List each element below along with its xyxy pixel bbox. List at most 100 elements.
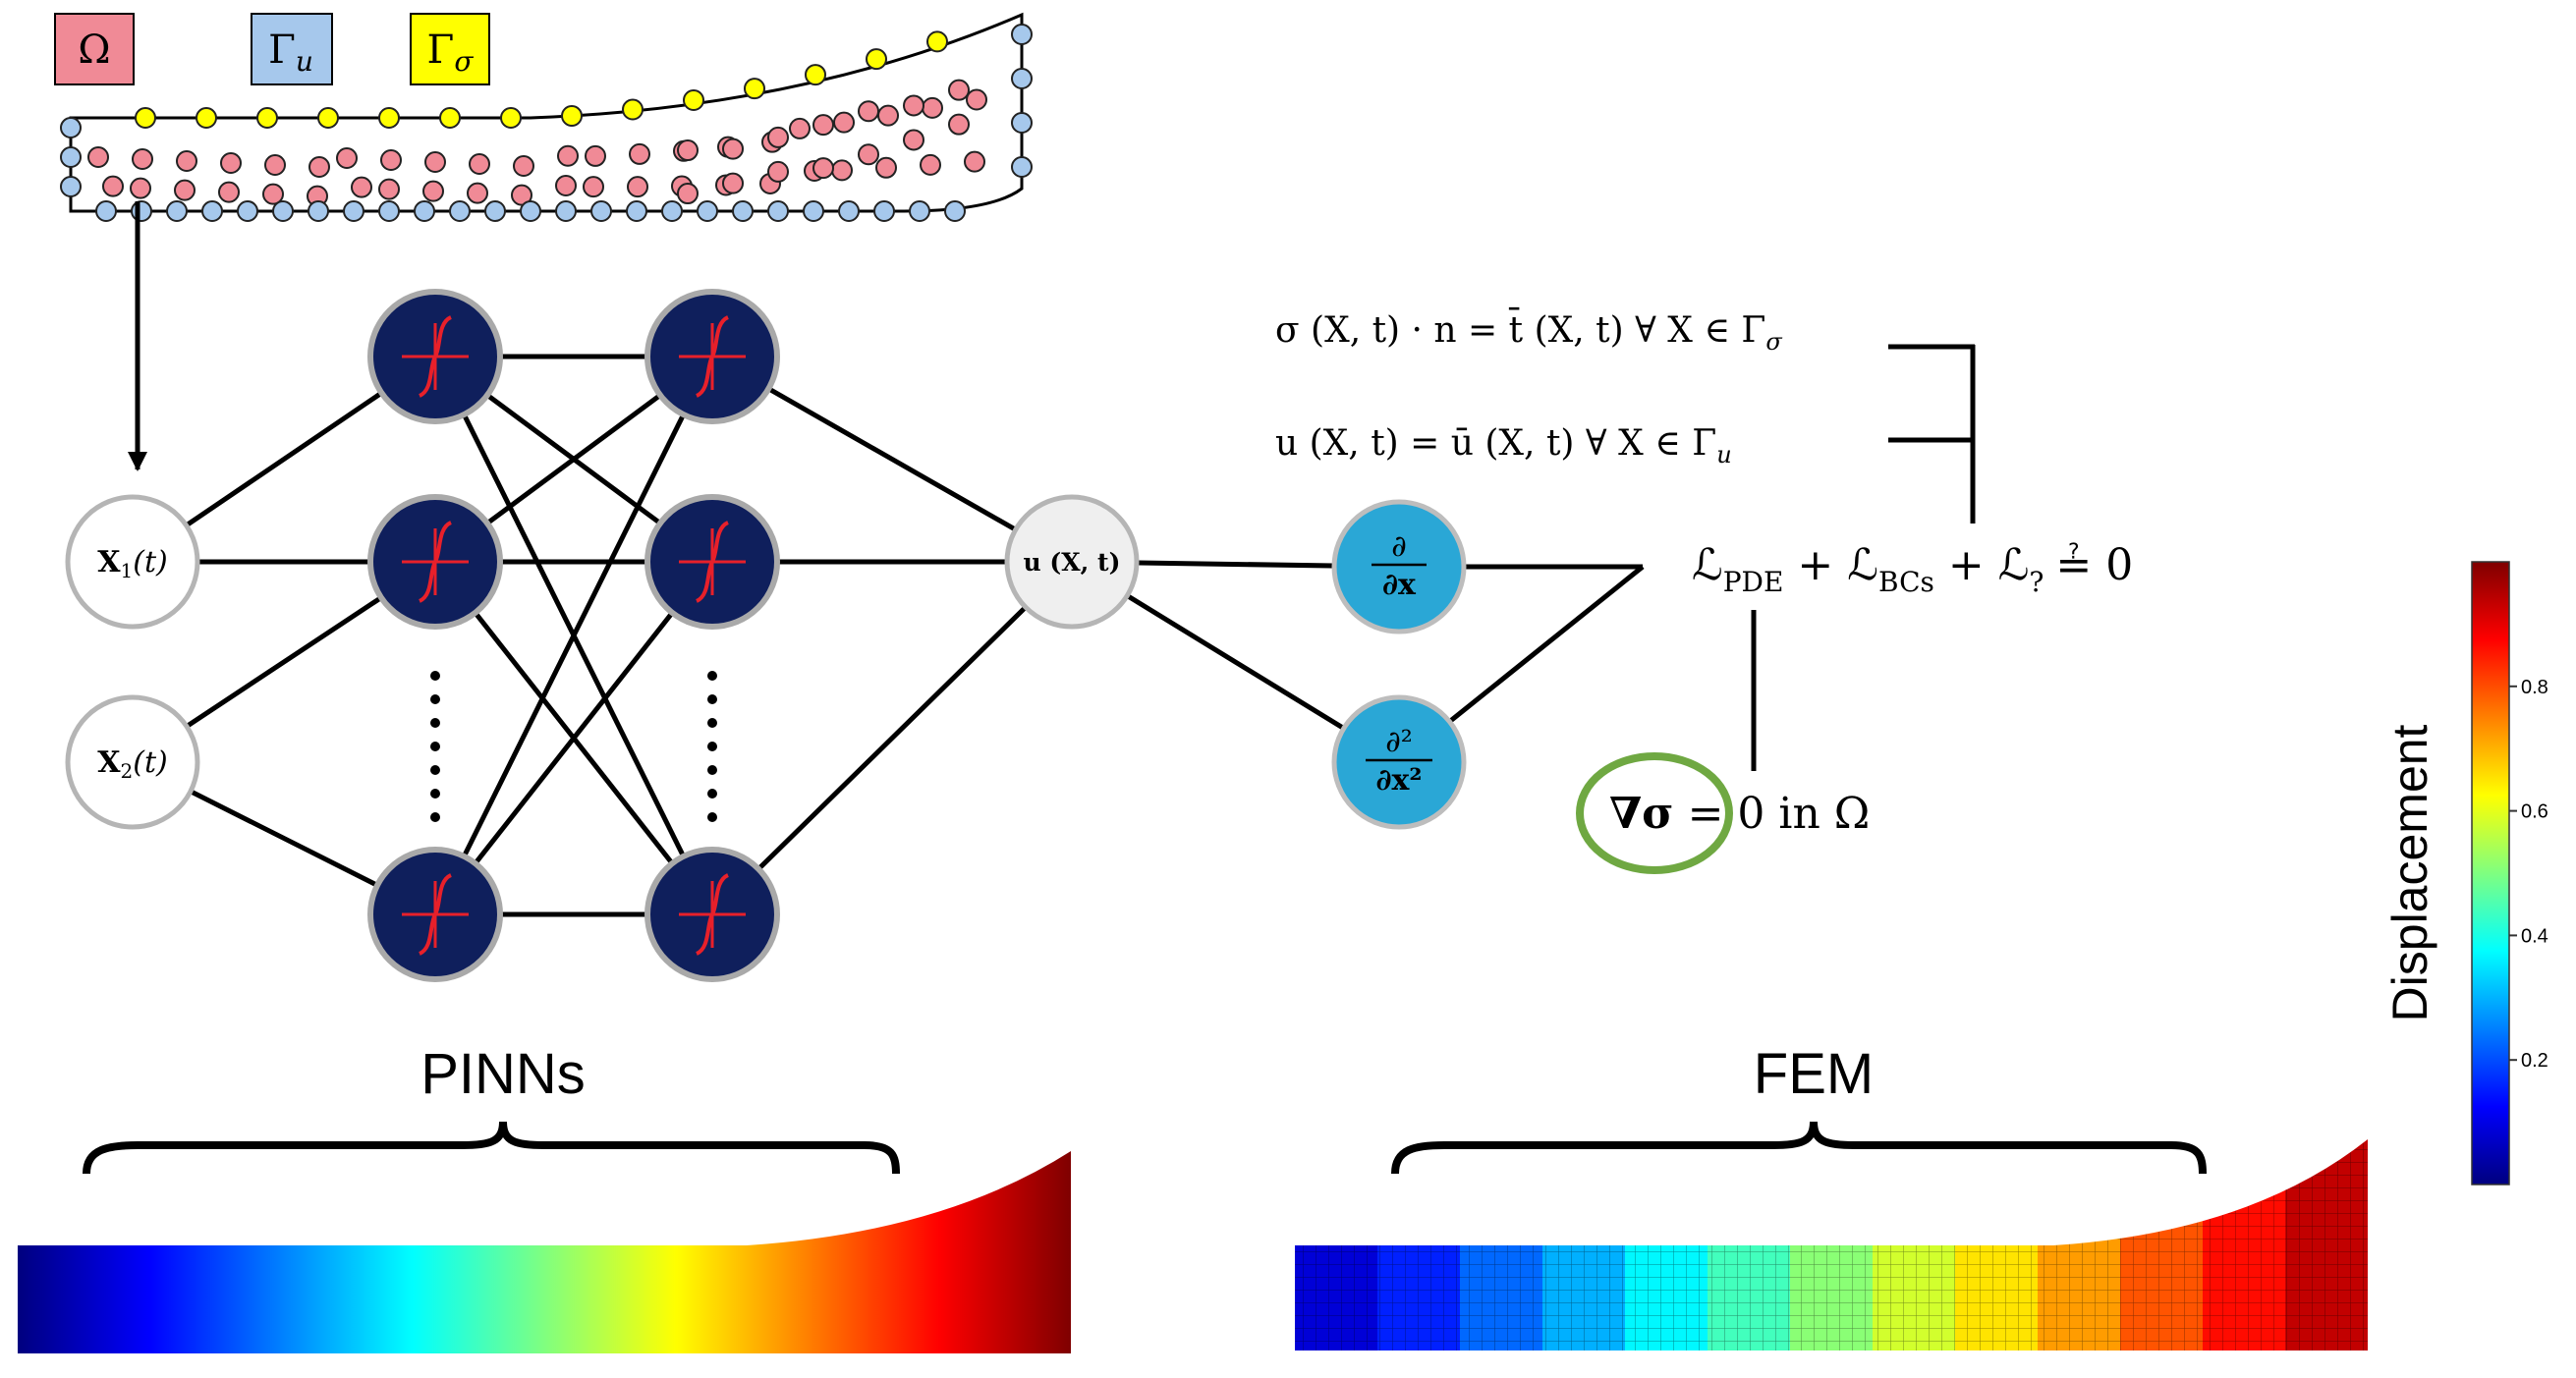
gamma-sigma-point bbox=[135, 107, 156, 129]
omega-point bbox=[176, 150, 197, 172]
omega-point bbox=[948, 113, 970, 136]
output-node-circle bbox=[1004, 494, 1140, 630]
colorbar-gradient bbox=[2471, 561, 2510, 1185]
first-derivative-numerator: ∂ bbox=[1391, 529, 1407, 564]
input-node-x1-circle bbox=[65, 494, 200, 630]
network-edge bbox=[710, 354, 1074, 565]
input-node-x2-label: X2(t) bbox=[97, 745, 167, 783]
gamma-u-point bbox=[1011, 68, 1033, 89]
colorbar: 0.2 0.4 0.6 0.8 Displacement bbox=[2382, 561, 2548, 1185]
legend-gamma-sigma-box bbox=[410, 13, 490, 85]
input-node-x2: X2(t) bbox=[65, 694, 200, 830]
omega-point bbox=[767, 160, 789, 183]
legend-omega-label: Ω bbox=[78, 28, 110, 73]
omega-point bbox=[378, 178, 400, 200]
omega-point bbox=[218, 181, 240, 203]
omega-point bbox=[920, 153, 941, 176]
gamma-u-point bbox=[1011, 156, 1033, 178]
omega-point bbox=[767, 126, 789, 148]
omega-point bbox=[833, 111, 855, 134]
loss-equation: ℒPDE + ℒBCs + ℒ? ≟ 0 bbox=[1692, 540, 2133, 598]
gamma-u-point bbox=[1011, 24, 1033, 45]
pinns-label: PINNs bbox=[420, 1042, 586, 1106]
omega-point bbox=[513, 155, 534, 177]
bc-bracket bbox=[1751, 344, 1976, 771]
second-derivative-denominator: ∂x² bbox=[1375, 763, 1422, 798]
legend-gamma-u-label: Γu bbox=[268, 28, 313, 78]
omega-point bbox=[264, 154, 286, 176]
omega-point bbox=[583, 176, 604, 198]
gamma-u-point bbox=[449, 200, 471, 222]
omega-point bbox=[87, 146, 109, 168]
omega-point bbox=[308, 156, 330, 178]
hidden-neuron bbox=[367, 494, 503, 630]
displacement-bc-equation: u (X, t) = ū (X, t) ∀ X ∈ Γu bbox=[1275, 423, 1732, 469]
tanh-activation-icon bbox=[418, 873, 453, 956]
pde-equation: ∇σ = 0 in Ω bbox=[1609, 789, 1870, 839]
gamma-u-point bbox=[590, 200, 612, 222]
hidden-neuron bbox=[644, 494, 780, 630]
second-derivative-circle bbox=[1331, 694, 1467, 830]
gamma-u-point bbox=[944, 200, 966, 222]
gamma-u-point bbox=[414, 200, 435, 222]
omega-point bbox=[948, 79, 970, 101]
colorbar-tick-label: 0.8 bbox=[2521, 677, 2548, 698]
legend-gamma-u-box bbox=[251, 13, 333, 85]
gamma-sigma-point bbox=[926, 30, 948, 53]
colorbar-tick-label: 0.4 bbox=[2521, 925, 2548, 947]
second-derivative-node: ∂² ∂x² bbox=[1331, 694, 1467, 830]
gamma-u-point bbox=[60, 117, 82, 138]
omega-point bbox=[262, 183, 284, 205]
gamma-sigma-point bbox=[805, 64, 826, 86]
gamma-u-point bbox=[909, 200, 930, 222]
gamma-u-point bbox=[697, 200, 718, 222]
omega-point bbox=[812, 114, 834, 137]
omega-point bbox=[677, 139, 699, 162]
gamma-u-point bbox=[873, 200, 895, 222]
gamma-u-point bbox=[60, 146, 82, 168]
gamma-u-point bbox=[626, 200, 647, 222]
omega-point bbox=[858, 100, 879, 123]
gamma-sigma-point bbox=[317, 107, 339, 129]
gamma-sigma-point bbox=[561, 105, 583, 128]
gamma-sigma-point bbox=[744, 78, 765, 100]
omega-point bbox=[102, 175, 124, 197]
omega-point bbox=[469, 153, 490, 175]
omega-point bbox=[555, 175, 577, 197]
gamma-u-point bbox=[732, 200, 754, 222]
traction-bc-equation: σ (X, t) · n = t̄ (X, t) ∀ X ∈ Γσ bbox=[1275, 307, 1782, 356]
omega-point bbox=[380, 149, 402, 171]
fem-mesh-overlay bbox=[1295, 1139, 2368, 1350]
layer2-ellipsis bbox=[707, 671, 717, 822]
omega-point bbox=[130, 177, 151, 199]
pinns-brace bbox=[83, 1121, 900, 1175]
gamma-u-point bbox=[520, 200, 541, 222]
layer1-ellipsis bbox=[430, 671, 440, 822]
gamma-sigma-point bbox=[196, 107, 217, 129]
gamma-u-point bbox=[308, 200, 329, 222]
omega-point bbox=[677, 183, 699, 205]
tanh-activation-icon bbox=[418, 315, 453, 398]
tanh-activation-icon bbox=[695, 315, 730, 398]
gamma-u-point bbox=[60, 176, 82, 197]
hidden-neuron bbox=[367, 289, 503, 424]
omega-point bbox=[858, 143, 879, 166]
omega-point bbox=[964, 150, 985, 173]
omega-point bbox=[174, 179, 196, 201]
omega-point bbox=[424, 151, 446, 173]
omega-point bbox=[903, 94, 924, 117]
pde-highlight-circle bbox=[1576, 752, 1733, 874]
omega-point bbox=[132, 148, 153, 170]
gamma-u-point bbox=[166, 200, 188, 222]
colorbar-tick-label: 0.6 bbox=[2521, 801, 2548, 823]
gamma-u-point bbox=[201, 200, 223, 222]
gamma-u-point bbox=[838, 200, 860, 222]
gamma-u-point bbox=[1011, 112, 1033, 134]
omega-point bbox=[903, 129, 924, 151]
tanh-activation-icon bbox=[418, 521, 453, 603]
colorbar-tick-label: 0.2 bbox=[2521, 1050, 2548, 1072]
fem-brace bbox=[1391, 1121, 2207, 1175]
network-edge bbox=[433, 560, 714, 916]
first-derivative-node: ∂ ∂x bbox=[1331, 499, 1467, 634]
